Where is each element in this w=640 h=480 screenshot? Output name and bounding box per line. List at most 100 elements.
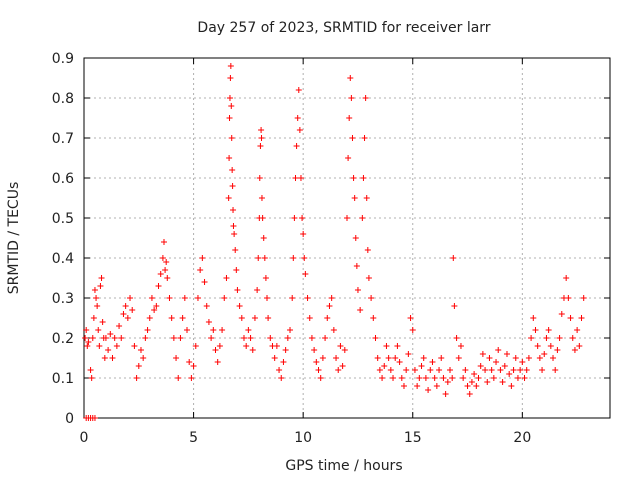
- data-point: [142, 335, 149, 341]
- data-point: [299, 215, 306, 221]
- data-point: [569, 335, 576, 341]
- data-point: [436, 367, 443, 373]
- data-point: [422, 375, 429, 381]
- data-point: [282, 347, 289, 353]
- data-point: [521, 375, 528, 381]
- data-point: [345, 155, 352, 161]
- data-point: [231, 231, 238, 237]
- data-point: [451, 303, 458, 309]
- data-point: [124, 315, 131, 321]
- data-point: [264, 295, 271, 301]
- data-point: [116, 323, 123, 329]
- data-point: [357, 307, 364, 313]
- data-point: [267, 335, 274, 341]
- data-point: [315, 367, 322, 373]
- data-point: [300, 231, 307, 237]
- data-point: [85, 339, 92, 345]
- data-point: [488, 367, 495, 373]
- data-point: [190, 363, 197, 369]
- data-point: [113, 343, 120, 349]
- y-tick-label: 0.5: [52, 211, 74, 227]
- data-point: [333, 355, 340, 361]
- data-point: [466, 391, 473, 397]
- y-tick-label: 0.2: [52, 331, 74, 347]
- data-point: [392, 355, 399, 361]
- data-point: [153, 303, 160, 309]
- data-point: [359, 215, 366, 221]
- data-point: [144, 327, 151, 333]
- data-point: [297, 175, 304, 181]
- data-point: [212, 347, 219, 353]
- data-point: [245, 327, 252, 333]
- data-point: [82, 335, 89, 341]
- x-tick-label: 0: [80, 430, 89, 446]
- data-point: [194, 295, 201, 301]
- data-point: [370, 315, 377, 321]
- data-point: [376, 367, 383, 373]
- data-point: [536, 355, 543, 361]
- data-point: [233, 267, 240, 273]
- data-point: [368, 295, 375, 301]
- data-point: [251, 315, 258, 321]
- data-point: [308, 335, 315, 341]
- data-point: [304, 295, 311, 301]
- data-point: [405, 351, 412, 357]
- data-point: [291, 215, 298, 221]
- data-point: [571, 347, 578, 353]
- data-point: [226, 115, 233, 121]
- data-point: [574, 327, 581, 333]
- data-point: [354, 287, 361, 293]
- data-point: [486, 355, 493, 361]
- data-point: [87, 367, 94, 373]
- y-tick-label: 0.8: [52, 91, 74, 107]
- data-points: [82, 63, 587, 421]
- data-point: [181, 295, 188, 301]
- y-axis-label: SRMTID / TECUs: [6, 182, 22, 295]
- data-point: [455, 355, 462, 361]
- data-point: [576, 343, 583, 349]
- data-point: [563, 275, 570, 281]
- data-point: [311, 347, 318, 353]
- data-point: [199, 255, 206, 261]
- data-point: [464, 383, 471, 389]
- data-point: [278, 375, 285, 381]
- data-point: [227, 63, 234, 69]
- data-point: [523, 367, 530, 373]
- data-point: [160, 239, 167, 245]
- data-point: [290, 255, 297, 261]
- data-point: [236, 303, 243, 309]
- data-point: [565, 295, 572, 301]
- data-point: [374, 355, 381, 361]
- data-point: [287, 327, 294, 333]
- data-point: [133, 375, 140, 381]
- data-point: [409, 327, 416, 333]
- data-point: [438, 355, 445, 361]
- data-point: [433, 383, 440, 389]
- data-point: [349, 135, 356, 141]
- data-point: [186, 359, 193, 365]
- data-point: [394, 343, 401, 349]
- data-point: [227, 75, 234, 81]
- data-point: [247, 335, 254, 341]
- data-point: [232, 247, 239, 253]
- data-point: [155, 283, 162, 289]
- data-point: [91, 287, 98, 293]
- data-point: [319, 355, 326, 361]
- data-point: [129, 307, 136, 313]
- data-point: [159, 255, 166, 261]
- data-point: [257, 143, 264, 149]
- data-point: [550, 355, 557, 361]
- data-point: [363, 195, 370, 201]
- data-point: [168, 315, 175, 321]
- data-point: [95, 327, 102, 333]
- data-point: [225, 195, 232, 201]
- data-point: [91, 415, 98, 421]
- data-point: [258, 127, 265, 133]
- data-point: [398, 375, 405, 381]
- data-point: [519, 359, 526, 365]
- data-point: [122, 303, 129, 309]
- data-point: [228, 135, 235, 141]
- data-point: [84, 343, 91, 349]
- data-point: [530, 315, 537, 321]
